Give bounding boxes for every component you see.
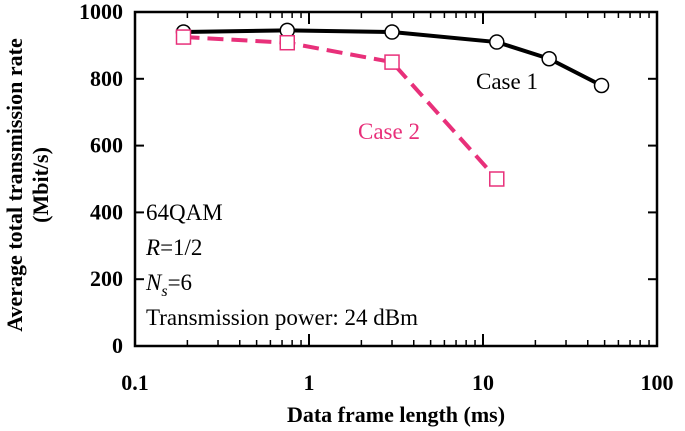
series-line-1 [183, 28, 603, 88]
data-point-case-2 [175, 29, 192, 45]
y-tick-label: 800 [90, 66, 123, 91]
y-tick-label: 1000 [79, 0, 123, 24]
data-point-case-1 [541, 51, 557, 67]
y-tick-label: 0 [112, 333, 123, 358]
annotation-power: Transmission power: 24 dBm [146, 305, 418, 330]
data-point-case-2 [279, 34, 296, 51]
x-tick-label: 0.1 [121, 370, 149, 395]
x-tick-label: 1 [304, 370, 315, 395]
data-point-case-2 [384, 54, 400, 70]
series-label-case-1: Case 1 [476, 69, 538, 94]
x-axis: 0.1 1 10 100 [121, 12, 674, 395]
annotation-code-rate: R=1/2 [145, 235, 202, 260]
plot-frame [133, 10, 659, 348]
series-label-case-2: Case 2 [358, 119, 420, 144]
data-point-case-1 [593, 77, 610, 94]
y-axis-title-line1: Average total transmission rate [2, 38, 27, 332]
y-tick-label: 600 [90, 133, 123, 158]
y-tick-label: 400 [90, 199, 123, 224]
x-tick-label: 10 [472, 370, 494, 395]
data-point-case-1 [384, 24, 400, 40]
x-tick-label: 100 [641, 370, 674, 395]
annotation-modulation: 64QAM [146, 200, 223, 225]
y-axis: 0 200 400 600 800 1000 [79, 0, 657, 358]
data-point-case-2 [489, 171, 505, 187]
y-axis-title-line2: (Mbit/s) [28, 147, 53, 223]
annotation-streams: Ns=6 [145, 270, 192, 300]
x-axis-title: Data frame length (ms) [287, 402, 505, 427]
series-line-2 [183, 35, 499, 181]
series-layer [175, 22, 610, 187]
y-tick-label: 200 [90, 266, 123, 291]
data-point-case-1 [489, 34, 505, 50]
